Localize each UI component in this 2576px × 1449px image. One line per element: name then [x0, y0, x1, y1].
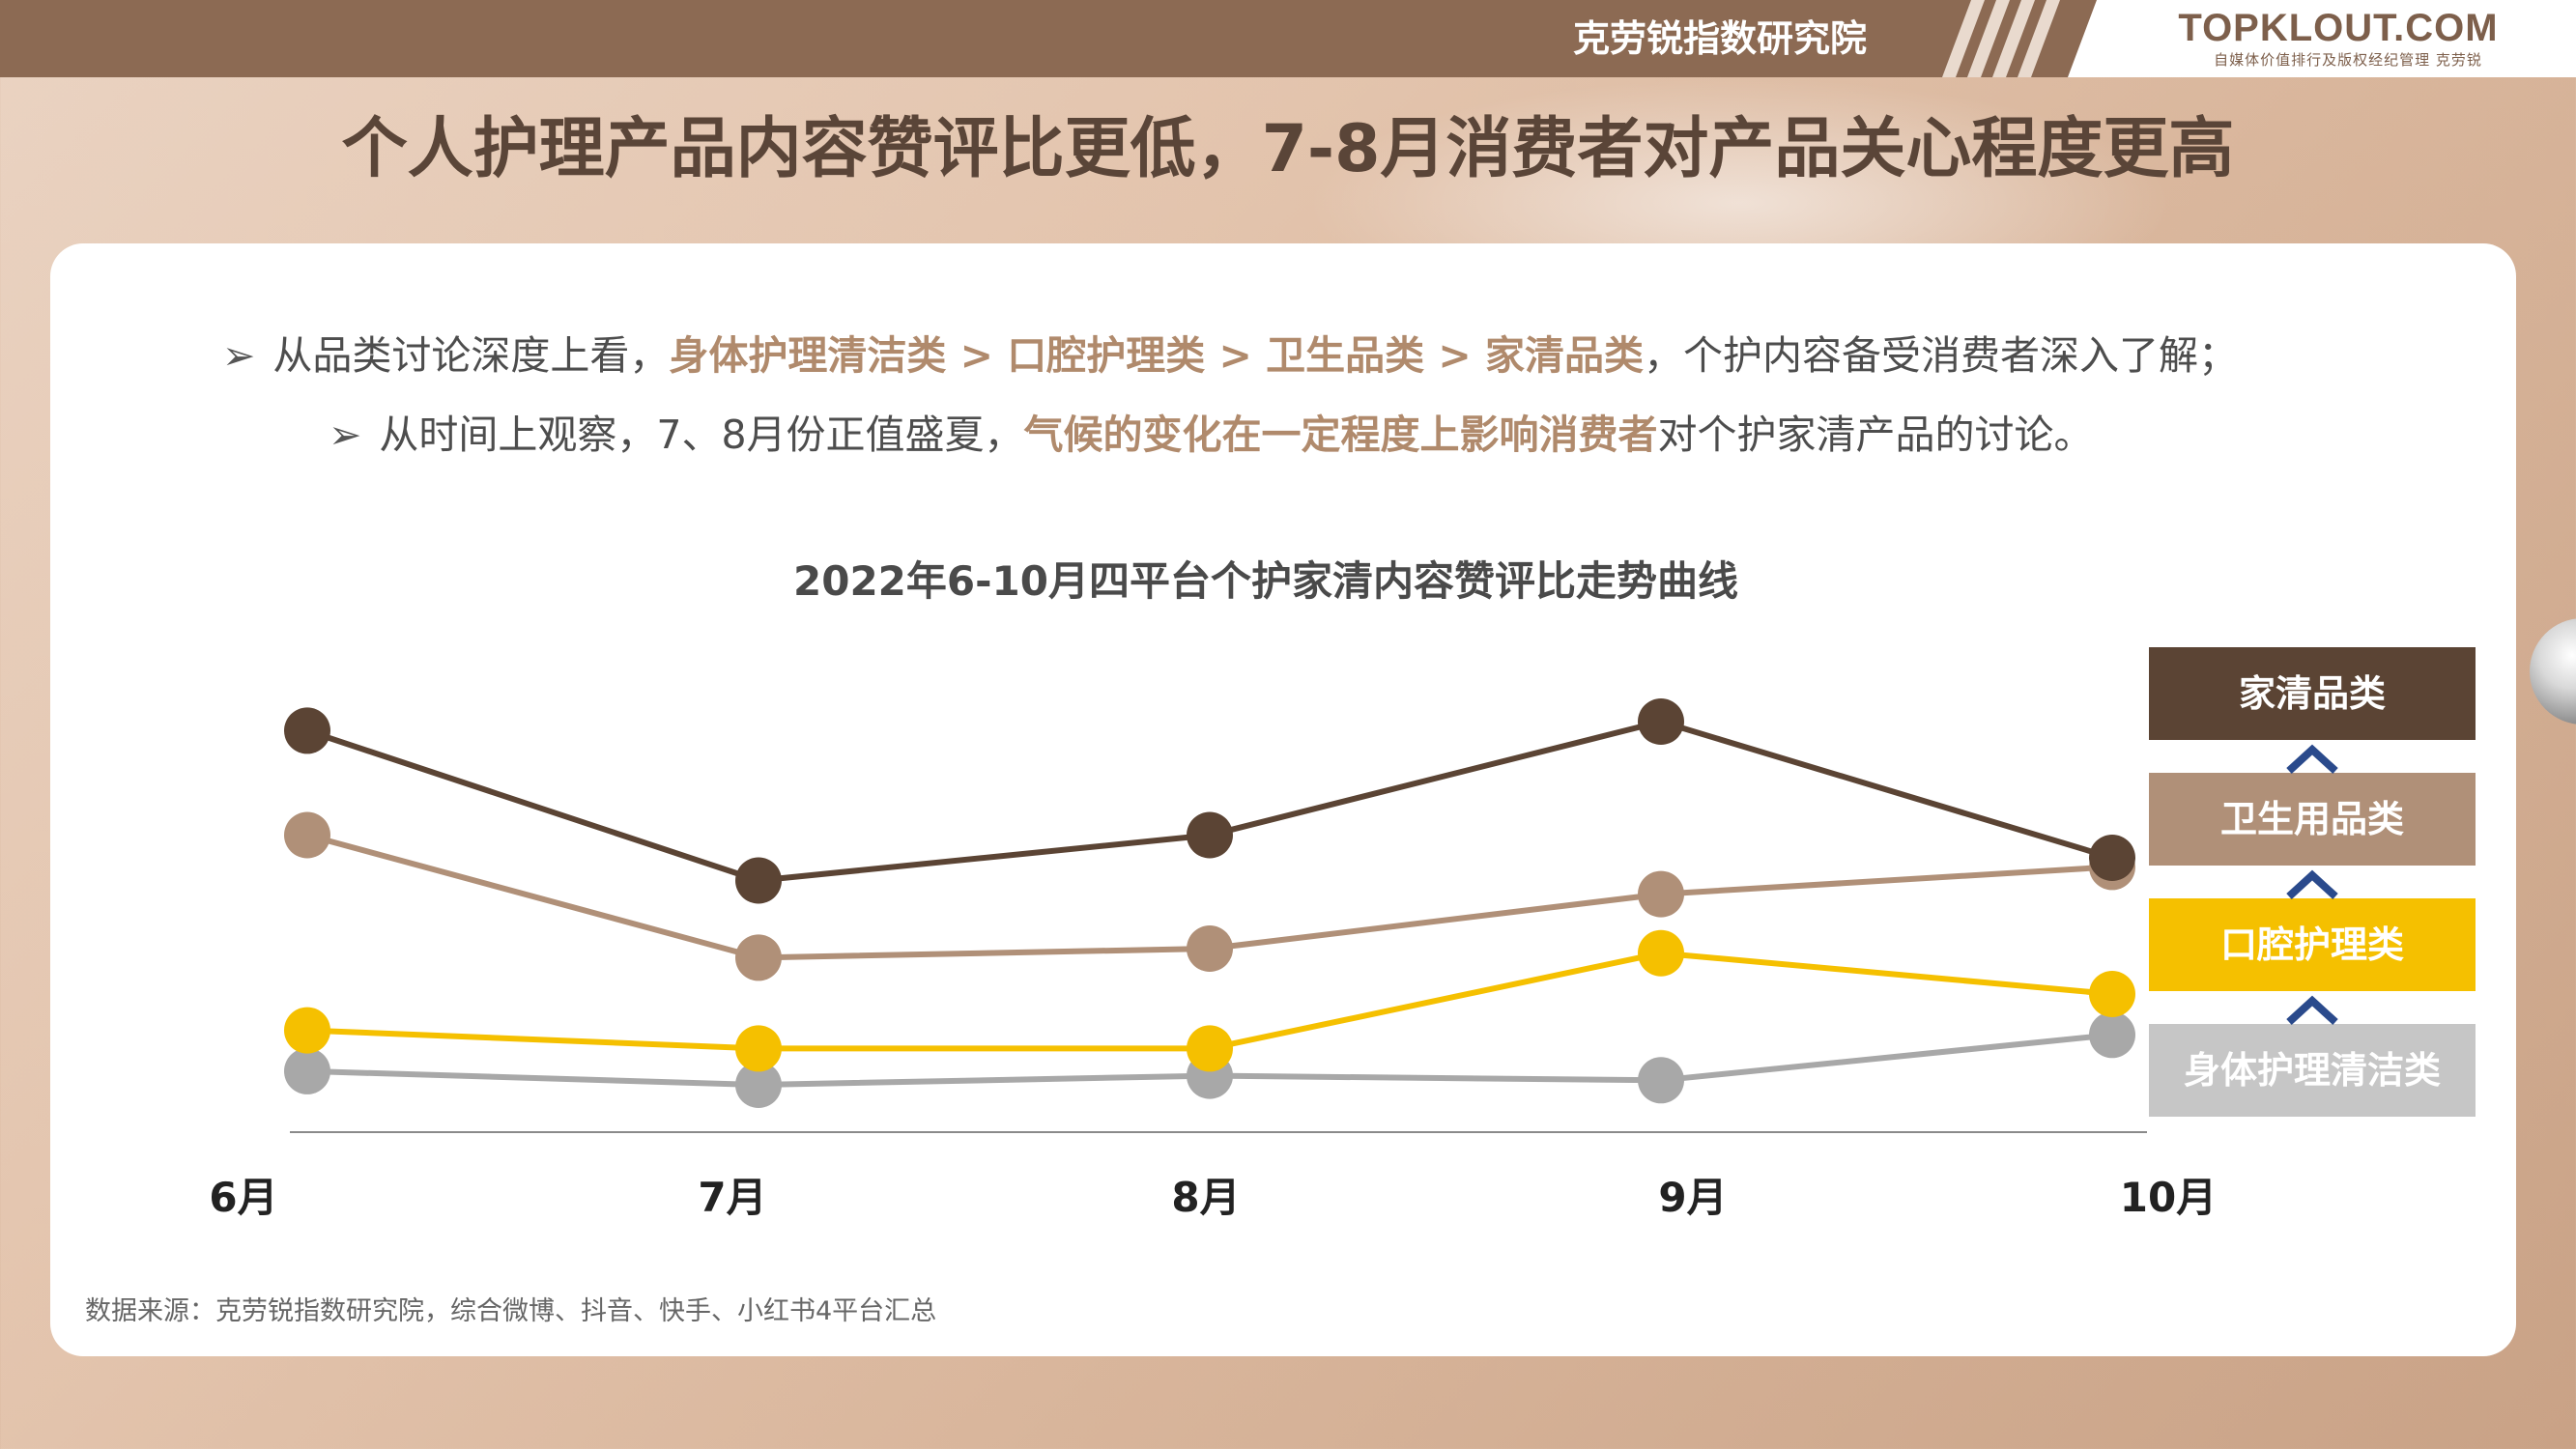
chevron-up-icon	[2286, 995, 2338, 1025]
data-point-身体护理清洁类-7月	[735, 1062, 782, 1108]
bullet-1-highlight: 身体护理清洁类 > 口腔护理类 > 卫生品类 > 家清品类	[669, 332, 1645, 379]
legend-item: 卫生用品类	[2149, 773, 2476, 866]
x-tick-label: 6月	[209, 1174, 278, 1221]
bullet-point-2: ➢ 从时间上观察，7、8月份正值盛夏，气候的变化在一定程度上影响消费者对个护家清产…	[329, 406, 2094, 464]
bullet-point-1: ➢ 从品类讨论深度上看，身体护理清洁类 > 口腔护理类 > 卫生品类 > 家清品类…	[222, 327, 2238, 384]
data-point-家清品类-7月	[735, 857, 782, 904]
bullet-2-suffix: 对个护家清产品的讨论。	[1657, 412, 2094, 458]
data-point-家清品类-10月	[2089, 835, 2135, 881]
content-card	[50, 243, 2516, 1356]
data-point-口腔护理类-10月	[2089, 971, 2135, 1017]
chevron-up-icon	[2286, 869, 2338, 899]
top-banner: 克劳锐指数研究院 TOPKLOUT.COM 自媒体价值排行及版权经纪管理 克劳锐	[0, 0, 2576, 77]
logo-panel	[2068, 0, 2576, 77]
data-point-卫生用品类-6月	[284, 811, 330, 859]
stripes-decoration	[1942, 0, 2060, 77]
data-point-卫生用品类-7月	[735, 934, 782, 981]
logo-subtext: 自媒体价值排行及版权经纪管理 克劳锐	[2214, 51, 2482, 69]
data-point-身体护理清洁类-9月	[1638, 1057, 1684, 1104]
legend-item: 家清品类	[2149, 647, 2476, 740]
data-point-卫生用品类-8月	[1187, 925, 1233, 972]
data-point-口腔护理类-8月	[1187, 1025, 1233, 1072]
bullet-1-prefix: 从品类讨论深度上看，	[272, 332, 670, 379]
data-point-身体护理清洁类-6月	[284, 1047, 330, 1094]
chevron-up-icon	[2286, 744, 2338, 774]
bullet-2-prefix: 从时间上观察，7、8月份正值盛夏，	[379, 412, 1024, 458]
data-point-口腔护理类-6月	[284, 1007, 330, 1054]
data-point-卫生用品类-9月	[1638, 870, 1684, 918]
data-point-家清品类-9月	[1638, 698, 1684, 745]
x-tick-label: 7月	[698, 1174, 767, 1221]
bullet-2-highlight: 气候的变化在一定程度上影响消费者	[1023, 412, 1658, 458]
legend-item: 口腔护理类	[2149, 898, 2476, 991]
chart-title: 2022年6-10月四平台个护家清内容赞评比走势曲线	[793, 557, 1738, 605]
legend-item: 身体护理清洁类	[2149, 1024, 2476, 1117]
arrow-bullet-icon: ➢	[222, 332, 256, 379]
page-title: 个人护理产品内容赞评比更低，7-8月消费者对产品关心程度更高	[341, 111, 2235, 187]
arrow-bullet-icon: ➢	[329, 412, 362, 458]
data-point-口腔护理类-7月	[735, 1025, 782, 1072]
x-tick-label: 9月	[1658, 1174, 1728, 1221]
data-point-口腔护理类-9月	[1638, 929, 1684, 977]
x-tick-label: 8月	[1171, 1174, 1241, 1221]
bullet-1-suffix: ，个护内容备受消费者深入了解；	[1644, 332, 2239, 379]
data-point-家清品类-6月	[284, 707, 330, 754]
data-point-家清品类-8月	[1187, 811, 1233, 859]
source-note: 数据来源：克劳锐指数研究院，综合微博、抖音、快手、小红书4平台汇总	[85, 1296, 937, 1326]
data-point-身体护理清洁类-10月	[2089, 1011, 2135, 1059]
org-name: 克劳锐指数研究院	[1572, 17, 1867, 60]
topklout-logo: TOPKLOUT.COM	[2178, 7, 2499, 49]
x-tick-label: 10月	[2119, 1174, 2218, 1221]
